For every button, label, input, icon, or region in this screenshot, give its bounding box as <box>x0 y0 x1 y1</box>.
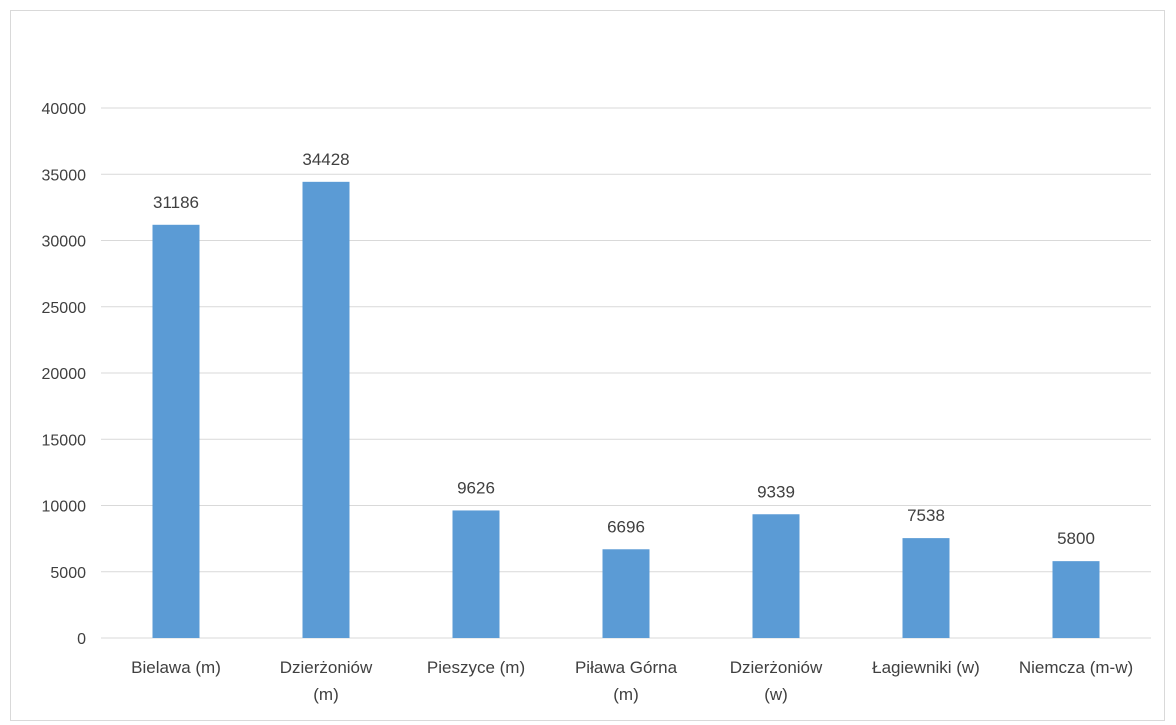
data-label: 9626 <box>457 478 495 497</box>
x-category-label: Niemcza (m-w) <box>1019 658 1133 677</box>
x-category-label: (m) <box>613 685 638 704</box>
data-label: 5800 <box>1057 529 1095 548</box>
y-tick-label: 15000 <box>42 432 87 449</box>
x-category-label: (w) <box>764 685 788 704</box>
y-tick-label: 0 <box>77 631 86 648</box>
data-label: 31186 <box>153 193 199 212</box>
x-category-label: (m) <box>313 685 338 704</box>
y-tick-label: 20000 <box>42 366 87 383</box>
bars <box>152 181 1100 639</box>
y-tick-label: 40000 <box>42 101 87 118</box>
x-category-label: Dzierżoniów <box>280 658 373 677</box>
data-labels: 31186 34428 9626 6696 9339 7538 5800 <box>153 150 1095 548</box>
gridlines <box>101 107 1151 639</box>
data-label: 34428 <box>302 150 349 169</box>
x-category-label: Bielawa (m) <box>131 658 221 677</box>
data-label: 9339 <box>757 482 795 501</box>
bar <box>152 224 200 638</box>
x-category-label: Piława Górna <box>575 658 678 677</box>
y-tick-label: 25000 <box>42 300 87 317</box>
bar-chart: 0 5000 10000 15000 20000 25000 30000 35000 40000… <box>42 101 1151 704</box>
x-category-label: Pieszyce (m) <box>427 658 525 677</box>
y-tick-label: 10000 <box>42 499 87 516</box>
y-tick-label: 30000 <box>42 234 87 251</box>
bar <box>902 538 950 638</box>
y-tick-label: 35000 <box>42 167 87 184</box>
x-axis-labels: Bielawa (m) Dzierżoniów (m) Pieszyce (m) Pił… <box>131 658 1133 704</box>
bar <box>752 514 800 638</box>
x-category-label: Łagiewniki (w) <box>872 658 980 677</box>
data-label: 7538 <box>907 506 945 525</box>
bar <box>1052 561 1100 638</box>
data-label: 6696 <box>607 517 645 536</box>
bar <box>602 549 650 638</box>
y-axis-ticks: 0 5000 10000 15000 20000 25000 30000 35000 40000 <box>42 101 87 648</box>
bar <box>302 181 350 639</box>
bar <box>452 510 500 638</box>
chart-frame: 0 5000 10000 15000 20000 25000 30000 35000 40000… <box>10 10 1165 721</box>
x-category-label: Dzierżoniów <box>730 658 823 677</box>
y-tick-label: 5000 <box>50 565 86 582</box>
